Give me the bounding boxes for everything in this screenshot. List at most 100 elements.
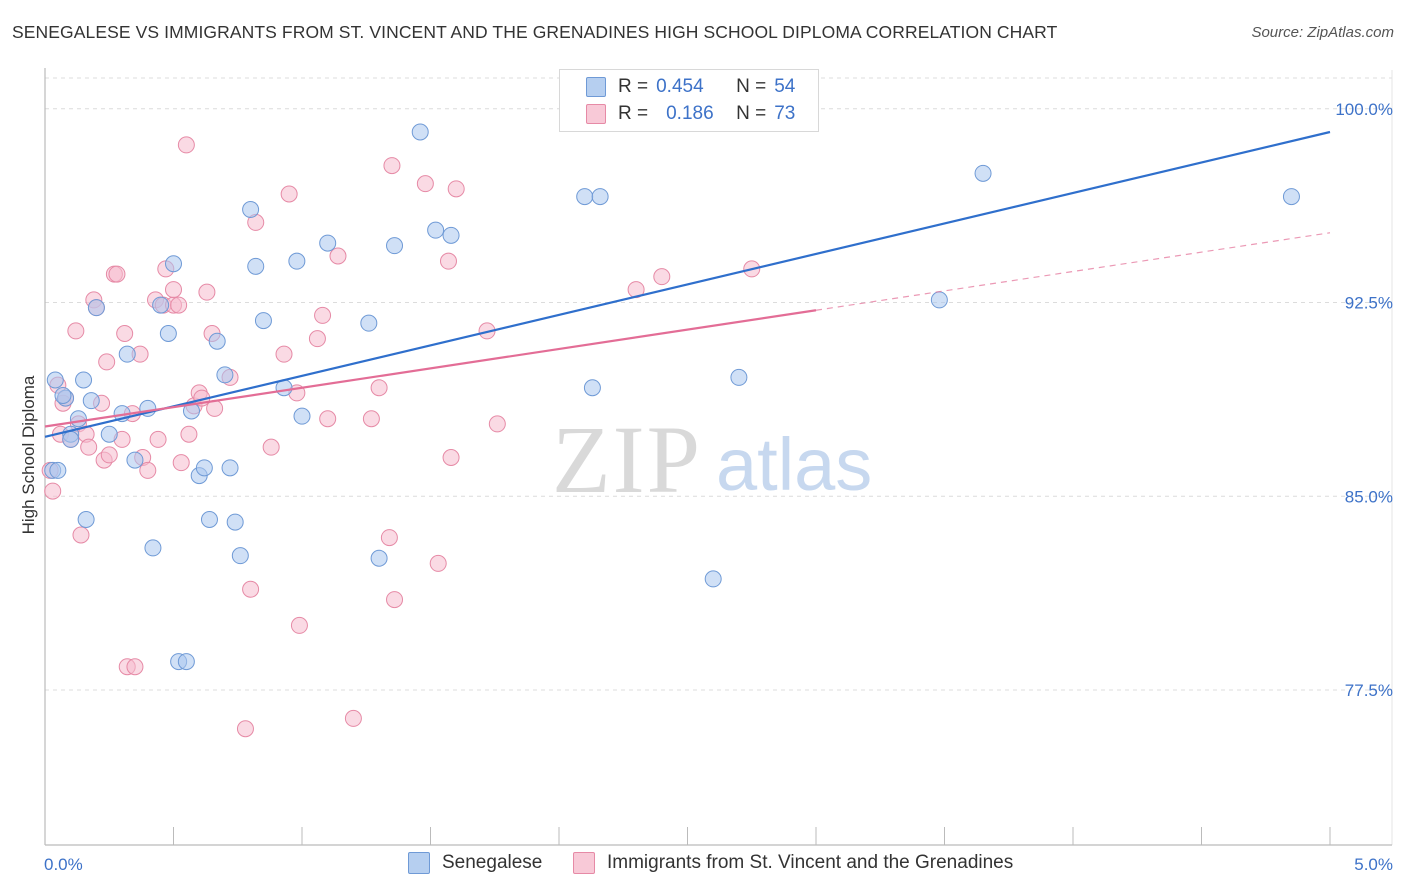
pink-point [44, 482, 62, 500]
y-tick-label: 85.0% [1345, 487, 1393, 506]
trend-line-senegalese [44, 130, 1331, 438]
blue-point [118, 345, 136, 363]
blue-point [442, 226, 460, 244]
pink-point [242, 580, 260, 598]
pink-point [447, 180, 465, 198]
pink-point [116, 325, 134, 342]
pink-point [416, 175, 434, 193]
bottom-legend-immigrants: Immigrants from St. Vincent and the Gren… [573, 852, 1013, 874]
legend-row-senegalese: R = 0.454 N = 54 [586, 74, 795, 100]
blue-point [247, 257, 265, 275]
watermark-atlas: atlas [716, 423, 872, 506]
blue-point [1282, 188, 1300, 206]
pink-point [139, 461, 157, 479]
r-value: 0.186 [666, 103, 714, 124]
pink-point [262, 438, 280, 456]
grid-lines [45, 70, 1393, 845]
blue-point [77, 511, 95, 528]
blue-point [54, 387, 72, 404]
blue-point [576, 188, 594, 206]
blue-point [370, 549, 388, 567]
pink-point [386, 591, 404, 609]
blue-point [231, 547, 249, 565]
y-tick-label: 77.5% [1345, 681, 1393, 700]
blue-point [82, 392, 100, 410]
blue-point [583, 379, 601, 397]
pink-point [653, 268, 671, 286]
x-tick-label: 0.0% [44, 855, 83, 874]
pink-point [308, 330, 326, 348]
bottom-legend-senegalese: Senegalese [408, 852, 542, 874]
blue-point [411, 123, 429, 141]
pink-swatch [586, 104, 606, 124]
pink-point [98, 353, 116, 371]
blue-point [144, 539, 162, 557]
pink-point [177, 136, 195, 154]
pink-point [383, 157, 401, 175]
pink-point [439, 252, 457, 270]
blue-point [69, 410, 87, 428]
blue-point [319, 234, 337, 252]
axes [44, 68, 1392, 846]
blue-point [293, 407, 311, 425]
blue-swatch [408, 852, 430, 874]
pink-point [319, 410, 337, 428]
pink-point [67, 322, 85, 340]
r-label: R = [618, 76, 649, 97]
chart-title: SENEGALESE VS IMMIGRANTS FROM ST. VINCEN… [12, 22, 1058, 42]
pink-swatch [573, 852, 595, 874]
pink-point [165, 281, 182, 299]
pink-point [290, 616, 308, 634]
blue-point [200, 511, 218, 528]
n-value: 73 [774, 103, 796, 124]
n-value: 54 [774, 76, 796, 97]
trend-line-immigrants-extension [815, 232, 1331, 311]
y-tick-labels: 77.5% 85.0% 92.5% 100.0% [1335, 100, 1393, 700]
blue-point [46, 371, 64, 389]
y-axis-label: High School Diploma [19, 375, 38, 534]
trend-line-immigrants [44, 309, 817, 428]
r-value: 0.454 [656, 76, 704, 97]
blue-point [704, 570, 722, 588]
blue-point [159, 325, 177, 342]
blue-point [360, 314, 378, 332]
blue-point [591, 188, 609, 206]
pink-point [488, 415, 506, 433]
pink-point [442, 449, 460, 466]
pink-point [380, 529, 398, 547]
pink-point [80, 438, 98, 456]
blue-point [195, 459, 213, 477]
blue-point [427, 221, 445, 239]
n-label: N = [736, 76, 767, 97]
blue-point [49, 461, 67, 479]
blue-point [126, 451, 144, 469]
blue-point [152, 296, 170, 314]
y-tick-label: 92.5% [1345, 294, 1393, 313]
blue-point [87, 299, 105, 317]
series-name-senegalese: Senegalese [442, 852, 543, 873]
pink-point [329, 247, 347, 265]
source-label: Source: ZipAtlas.com [1251, 24, 1394, 41]
trend-lines [44, 130, 1331, 438]
blue-point [730, 368, 748, 386]
blue-point [930, 291, 948, 309]
blue-point [288, 252, 306, 270]
blue-point [254, 312, 272, 330]
blue-swatch [586, 77, 606, 97]
r-label: R = [618, 103, 649, 124]
correlation-legend: R = 0.454 N = 54 R = 0.186 N = 73 [559, 69, 819, 132]
x-tick-labels: 0.0% 5.0% [44, 855, 1393, 874]
pink-point [344, 709, 362, 727]
pink-point [149, 430, 167, 448]
blue-point [221, 459, 239, 477]
blue-point [974, 164, 992, 182]
blue-point [100, 425, 118, 443]
pink-point [108, 265, 126, 283]
pink-point [180, 425, 198, 443]
n-label: N = [736, 103, 767, 124]
blue-point [165, 255, 182, 273]
pink-point [314, 306, 332, 324]
blue-point [226, 513, 244, 531]
x-tick-label: 5.0% [1354, 855, 1393, 874]
